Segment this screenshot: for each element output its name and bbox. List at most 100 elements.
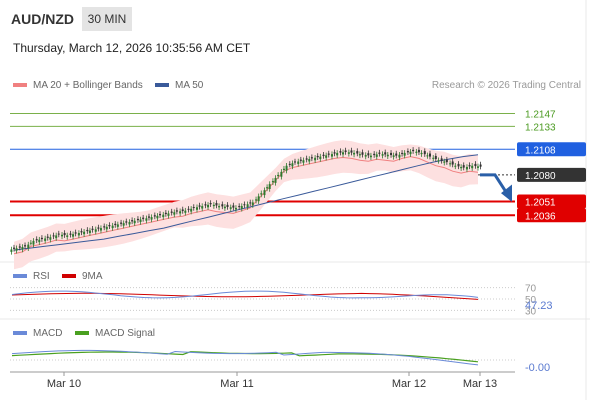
candle-body bbox=[204, 204, 207, 206]
candle-body bbox=[243, 204, 246, 206]
candle-body bbox=[212, 204, 215, 207]
candle-body bbox=[339, 151, 342, 153]
candle-body bbox=[207, 204, 210, 208]
candle-body bbox=[415, 151, 418, 153]
price-tag-1.2036 bbox=[517, 208, 586, 223]
rsi-ma-swatch bbox=[62, 274, 76, 279]
candle-body bbox=[83, 231, 86, 235]
candle-body bbox=[77, 232, 80, 236]
candle-body bbox=[342, 152, 345, 155]
candle-body bbox=[173, 212, 176, 215]
candle-body bbox=[460, 166, 463, 169]
candle-body bbox=[190, 208, 193, 212]
candle-body bbox=[451, 161, 454, 165]
candle-body bbox=[457, 163, 460, 167]
candle-body bbox=[310, 157, 313, 159]
rsi-swatch bbox=[13, 274, 27, 279]
candle-body bbox=[445, 159, 448, 163]
symbol-title: AUD/NZD bbox=[11, 11, 74, 27]
candle-body bbox=[80, 231, 83, 233]
candle-body bbox=[420, 152, 423, 155]
candle-body bbox=[291, 163, 294, 167]
candle-body bbox=[271, 181, 274, 183]
candle-body bbox=[91, 228, 94, 230]
candle-body bbox=[468, 165, 471, 167]
ma20-swatch bbox=[13, 83, 27, 88]
candle-body bbox=[437, 160, 440, 162]
candle-body bbox=[398, 154, 401, 158]
candle-body bbox=[184, 210, 187, 213]
rsi-ma-line bbox=[11, 292, 479, 300]
candle-body bbox=[49, 237, 52, 240]
ma50-line bbox=[13, 154, 479, 251]
candle-body bbox=[395, 153, 398, 156]
forecast-arrowhead bbox=[501, 184, 512, 202]
candle-body bbox=[454, 165, 457, 167]
candle-body bbox=[116, 224, 119, 227]
candle-body bbox=[198, 205, 201, 207]
candle-body bbox=[218, 206, 221, 208]
legend-macd-label: MACD bbox=[33, 328, 63, 339]
rsi-line bbox=[11, 290, 479, 299]
candle-body bbox=[327, 153, 330, 155]
ma50-swatch bbox=[155, 83, 169, 88]
candle-body bbox=[260, 193, 263, 195]
candle-body bbox=[294, 161, 296, 163]
candle-body bbox=[403, 152, 406, 156]
candle-body bbox=[232, 205, 235, 208]
candle-body bbox=[167, 213, 170, 216]
legend-signal: MACD Signal bbox=[75, 328, 155, 339]
candle-body bbox=[133, 220, 136, 224]
candle-body bbox=[88, 230, 91, 233]
candle-body bbox=[55, 235, 58, 239]
candle-body bbox=[223, 206, 226, 209]
candle-body bbox=[139, 219, 142, 222]
candle-body bbox=[308, 159, 311, 162]
signal-swatch bbox=[75, 331, 89, 336]
candle-body bbox=[285, 165, 288, 171]
candle-body bbox=[125, 221, 128, 223]
candle-body bbox=[255, 199, 258, 201]
candle-body bbox=[443, 161, 446, 163]
candle-body bbox=[401, 152, 404, 154]
candle-body bbox=[61, 234, 64, 237]
candle-body bbox=[409, 151, 412, 155]
candle-body bbox=[412, 149, 415, 152]
candle-body bbox=[277, 174, 280, 177]
candle-body bbox=[350, 150, 353, 153]
candle-body bbox=[274, 177, 277, 183]
candle-body bbox=[179, 211, 182, 214]
timeframe-button[interactable]: 30 MIN bbox=[82, 7, 132, 31]
candle-body bbox=[156, 215, 159, 219]
candle-body bbox=[38, 239, 41, 243]
candle-body bbox=[131, 220, 134, 222]
macd-current: -0.00 bbox=[525, 362, 550, 374]
price-label-1.2036: 1.2036 bbox=[525, 211, 556, 222]
rsi-level-label-70: 70 bbox=[525, 284, 537, 295]
candle-body bbox=[86, 229, 89, 232]
candle-body bbox=[353, 152, 356, 155]
legend-ma20-label: MA 20 + Bollinger Bands bbox=[33, 80, 143, 91]
candle-body bbox=[316, 155, 319, 158]
candle-body bbox=[330, 154, 333, 157]
price-label-1.2080: 1.2080 bbox=[525, 171, 556, 182]
legend-signal-label: MACD Signal bbox=[95, 328, 156, 339]
rsi-current: 47.23 bbox=[525, 300, 553, 312]
price-tag-1.2108 bbox=[517, 142, 586, 157]
candle-body bbox=[299, 159, 302, 161]
candle-body bbox=[164, 212, 167, 215]
rsi-level-label-50: 50 bbox=[525, 295, 537, 306]
price-tag-1.2051 bbox=[517, 194, 586, 209]
candle-body bbox=[369, 155, 372, 158]
candle-body bbox=[384, 152, 387, 155]
candle-body bbox=[375, 154, 378, 157]
candle-body bbox=[249, 202, 252, 204]
candle-body bbox=[257, 196, 260, 202]
candle-body bbox=[153, 215, 156, 217]
candle-body bbox=[361, 152, 364, 155]
x-tick-label: Mar 10 bbox=[47, 378, 81, 390]
candle-body bbox=[120, 222, 123, 224]
candle-body bbox=[479, 164, 482, 167]
candle-body bbox=[122, 223, 125, 226]
legend-rsi: RSI bbox=[13, 271, 50, 282]
